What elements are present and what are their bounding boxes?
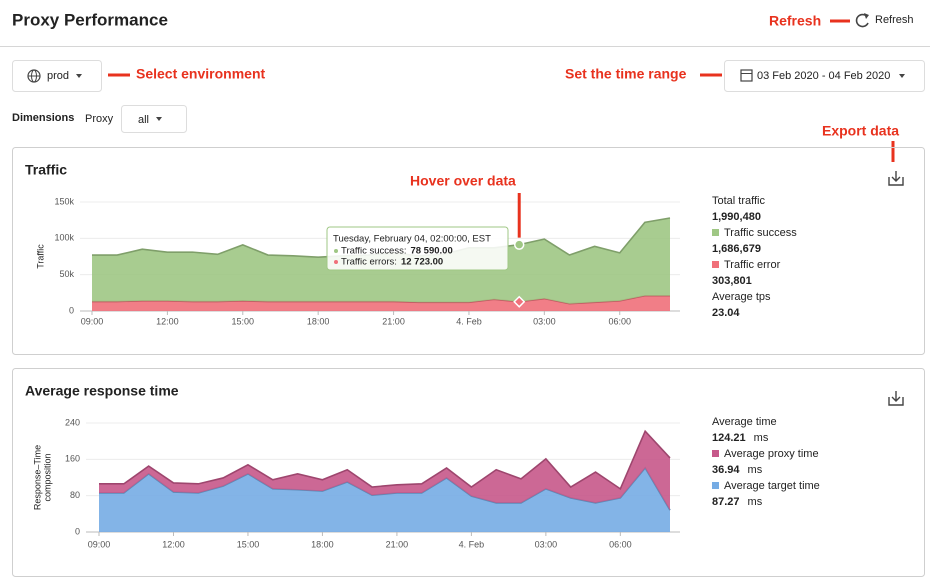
legend-swatch [712, 482, 719, 489]
refresh-button[interactable]: Refresh [855, 13, 914, 28]
y-tick-label: 0 [69, 305, 74, 315]
x-tick-label: 4. Feb [456, 316, 482, 326]
tooltip-box [326, 226, 509, 271]
chart-title: Traffic [25, 162, 67, 178]
y-tick-label: 150k [54, 196, 74, 206]
annotation-hover: Hover over data [410, 173, 516, 189]
stat-label: Average tps [712, 291, 771, 303]
area [99, 431, 670, 511]
y-tick-label: 50k [59, 269, 74, 279]
y-tick-label: 160 [65, 454, 80, 464]
hover-marker [513, 295, 526, 308]
dropdown-box[interactable] [12, 60, 102, 92]
stat-label: Traffic success [724, 227, 797, 239]
proxy-dropdown[interactable]: all [121, 105, 187, 133]
y-tick-label: 100k [54, 233, 74, 243]
y-tick-label: 240 [65, 417, 80, 427]
environment-value[interactable]: prod [47, 70, 69, 82]
y-tick-label: 80 [70, 490, 80, 500]
legend-swatch [712, 450, 719, 457]
stat-label: Average target time [724, 480, 820, 492]
x-tick-label: 12:00 [156, 316, 179, 326]
calendar-icon [740, 69, 753, 82]
date-range-value[interactable]: 03 Feb 2020 - 04 Feb 2020 [757, 70, 890, 82]
y-axis-title: Traffic [35, 244, 45, 269]
stat-value: 124.21 [712, 432, 746, 444]
caret [156, 117, 162, 121]
chart-title: Average response time [25, 383, 179, 399]
x-tick-label: 21:00 [386, 539, 409, 549]
legend-swatch [712, 261, 719, 268]
stat-label: Average proxy time [724, 448, 819, 460]
x-tick-label: 15:00 [237, 539, 260, 549]
x-tick-label: 03:00 [533, 316, 556, 326]
response-card [12, 368, 925, 577]
stat-value: 36.94 [712, 464, 740, 476]
proxy-label: Proxy [85, 113, 114, 125]
tooltip-value: 78 590.00 [410, 246, 452, 257]
x-tick-label: 03:00 [535, 539, 558, 549]
stat-unit: ms [754, 432, 769, 444]
stat-value: 303,801 [712, 275, 752, 287]
x-tick-label: 12:00 [162, 539, 185, 549]
tooltip-name: Traffic success: [341, 246, 406, 257]
x-tick-label: 06:00 [609, 539, 632, 549]
x-tick-label: 09:00 [81, 316, 104, 326]
legend-swatch [712, 229, 719, 236]
y-tick-label: 0 [75, 526, 80, 536]
stat-value: 23.04 [712, 307, 740, 319]
stat-label: Traffic error [724, 259, 781, 271]
caret [899, 74, 905, 78]
date-range-picker[interactable]: 03 Feb 2020 - 04 Feb 2020 [724, 60, 925, 92]
annotation-environment: Select environment [136, 66, 265, 82]
annotation-refresh: Refresh [769, 13, 821, 29]
refresh-icon-arrow [864, 13, 869, 19]
x-tick-label: 18:00 [307, 316, 330, 326]
tooltip-dot [334, 260, 338, 264]
dimensions-label: Dimensions [12, 112, 74, 124]
traffic-card [12, 147, 925, 355]
area [92, 295, 670, 311]
x-tick-label: 21:00 [382, 316, 405, 326]
proxy-value[interactable]: all [138, 114, 149, 126]
area [99, 467, 670, 532]
date-box[interactable] [724, 60, 925, 92]
annotation-time-range: Set the time range [565, 66, 687, 82]
refresh-label[interactable]: Refresh [875, 14, 914, 26]
annotation-export: Export data [822, 123, 899, 139]
x-tick-label: 09:00 [88, 539, 111, 549]
stat-value: 87.27 [712, 496, 740, 508]
hover-marker [513, 239, 525, 250]
x-tick-label: 18:00 [311, 539, 334, 549]
download-icon[interactable] [888, 171, 904, 186]
tooltip-dot [334, 249, 338, 253]
page-title: Proxy Performance [12, 10, 168, 29]
export-button[interactable] [888, 171, 904, 186]
stat-value: 1,990,480 [712, 211, 761, 223]
plots: Traffic Traffic 0 50k 100k 150k 09:00 12:00 15:0… [25, 162, 820, 550]
export-button[interactable] [888, 391, 904, 406]
x-tick-label: 15:00 [232, 316, 255, 326]
x-tick-label: 06:00 [608, 316, 631, 326]
caret [76, 74, 82, 78]
area-line [99, 429, 671, 491]
x-tick-label: 4. Feb [459, 539, 485, 549]
stat-label: Total traffic [712, 195, 765, 207]
refresh-icon [855, 13, 869, 28]
tooltip-value: 12 723.00 [401, 257, 443, 268]
dropdown-box[interactable] [121, 105, 187, 133]
stat-value: 1,686,679 [712, 243, 761, 255]
stat-unit: ms [748, 496, 763, 508]
y-axis-title: Response–Time [32, 445, 42, 510]
stat-label: Average time [712, 416, 777, 428]
y-axis-title: composition [42, 453, 52, 501]
tooltip-title: Tuesday, February 04, 02:00:00, EST [333, 234, 491, 245]
tooltip-name: Traffic errors: [341, 257, 397, 268]
stat-unit: ms [748, 464, 763, 476]
environment-dropdown[interactable]: prod [12, 60, 102, 92]
download-icon[interactable] [888, 391, 904, 406]
